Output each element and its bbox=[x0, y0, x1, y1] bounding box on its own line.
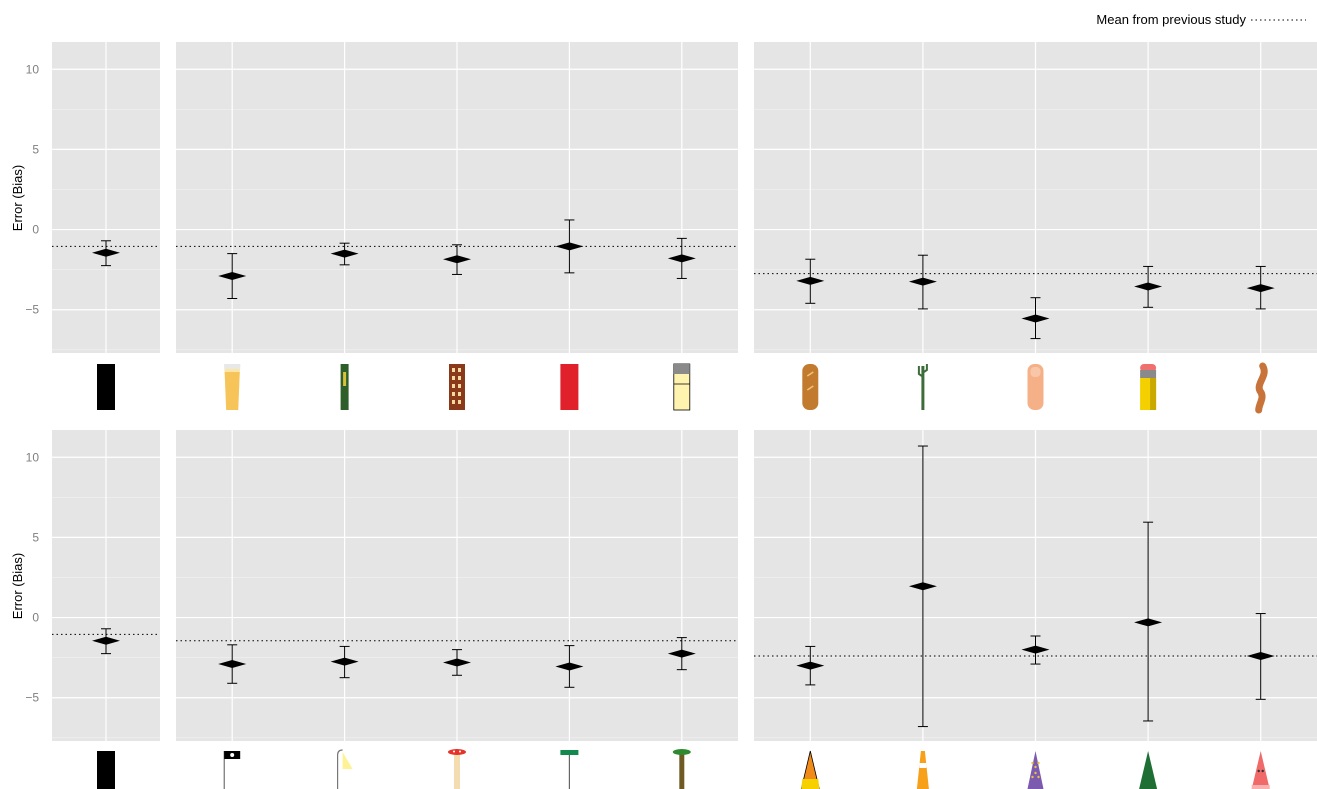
y-tick-label: 0 bbox=[32, 223, 39, 237]
data-point-tree bbox=[667, 637, 696, 671]
mushroom-icon bbox=[448, 749, 466, 789]
mean-marker bbox=[1246, 284, 1275, 293]
data-point-baguette bbox=[796, 258, 825, 304]
black-bar-icon bbox=[97, 751, 115, 789]
y-tick-label: −5 bbox=[25, 691, 39, 705]
data-point-book-spine bbox=[330, 242, 359, 266]
beer-glass-icon bbox=[224, 364, 241, 410]
book-spine-icon bbox=[340, 364, 349, 410]
legend-label: Mean from previous study bbox=[1096, 12, 1246, 27]
data-point-cactus bbox=[908, 254, 937, 310]
legend: Mean from previous study bbox=[1096, 12, 1306, 27]
data-point-mushroom bbox=[443, 649, 471, 676]
mean-marker bbox=[1134, 282, 1163, 291]
wizard-hat-icon bbox=[1027, 751, 1044, 789]
refrigerator-icon bbox=[673, 363, 691, 411]
y-tick-label: −5 bbox=[25, 303, 39, 317]
panel-cones bbox=[754, 430, 1317, 789]
data-point-refrigerator bbox=[667, 237, 696, 279]
mean-marker bbox=[908, 582, 937, 591]
data-point-traffic-cone bbox=[908, 445, 937, 728]
street-lamp-icon bbox=[337, 749, 353, 789]
data-point-street-lamp bbox=[330, 645, 359, 679]
mean-marker bbox=[330, 657, 359, 666]
mean-marker bbox=[330, 249, 359, 258]
mean-marker bbox=[796, 276, 825, 285]
pine-tree-icon bbox=[1139, 751, 1158, 789]
mean-marker bbox=[218, 272, 247, 281]
mean-marker bbox=[1246, 652, 1275, 661]
data-point-wizard-hat bbox=[1021, 635, 1050, 665]
data-point-building bbox=[443, 244, 471, 275]
mean-marker bbox=[443, 658, 471, 667]
y-tick-label: 10 bbox=[26, 62, 40, 76]
y-tick-label: 0 bbox=[32, 611, 39, 625]
mean-marker bbox=[1021, 645, 1050, 654]
mean-marker bbox=[667, 649, 696, 658]
data-point-party-hat bbox=[1246, 613, 1275, 700]
data-point-pencil bbox=[1134, 265, 1163, 308]
sausage-icon bbox=[1255, 362, 1268, 414]
mean-marker bbox=[667, 254, 696, 263]
data-point-pine-tree bbox=[1134, 521, 1163, 722]
data-point-black-bar bbox=[92, 240, 120, 267]
street-sign-icon bbox=[560, 750, 579, 789]
data-point-pirate-flag bbox=[218, 644, 247, 684]
chart-row-bottom: Error (Bias) −5 0 5 10 bbox=[10, 430, 1317, 789]
data-point-street-sign bbox=[555, 645, 584, 688]
panel-containers bbox=[176, 42, 738, 411]
red-box-icon bbox=[560, 364, 579, 410]
chart-row-top: Error (Bias) −5 0 5 10 bbox=[10, 42, 1317, 414]
mean-marker bbox=[218, 660, 247, 669]
mean-marker bbox=[555, 662, 584, 671]
panel-control bbox=[52, 430, 160, 789]
mean-marker bbox=[1021, 314, 1050, 323]
panel-elongated bbox=[754, 42, 1317, 414]
y-tick-label: 5 bbox=[32, 142, 39, 156]
pirate-flag-icon bbox=[223, 751, 241, 789]
y-axis-label: Error (Bias) bbox=[10, 165, 25, 231]
finger-icon bbox=[1027, 364, 1044, 410]
mean-marker bbox=[92, 636, 120, 645]
mean-marker bbox=[796, 661, 825, 670]
black-bar-icon bbox=[97, 364, 115, 410]
data-point-sausage bbox=[1246, 265, 1275, 310]
data-point-candy-corn bbox=[796, 645, 825, 686]
y-axis-label: Error (Bias) bbox=[10, 553, 25, 619]
pencil-icon bbox=[1140, 364, 1157, 410]
mean-marker bbox=[908, 277, 937, 286]
mean-marker bbox=[555, 242, 584, 251]
party-hat-icon bbox=[1251, 751, 1270, 789]
data-point-beer-glass bbox=[218, 253, 247, 299]
panel-control bbox=[52, 42, 160, 410]
mean-marker bbox=[1134, 618, 1163, 627]
tree-icon bbox=[672, 749, 691, 789]
candy-corn-icon bbox=[800, 750, 820, 789]
data-point-red-box bbox=[555, 219, 584, 274]
baguette-icon bbox=[802, 364, 819, 410]
panel-posts bbox=[176, 430, 738, 789]
data-point-black-bar bbox=[92, 628, 120, 655]
building-icon bbox=[449, 364, 465, 410]
panels: Error (Bias) −5 0 5 10 Error (Bias) −5 0 5 10 bbox=[10, 42, 1317, 789]
cactus-icon bbox=[917, 364, 928, 410]
data-point-finger bbox=[1021, 297, 1050, 340]
mean-marker bbox=[92, 248, 120, 257]
y-tick-label: 10 bbox=[26, 450, 40, 464]
mean-marker bbox=[443, 255, 471, 264]
y-tick-label: 5 bbox=[32, 530, 39, 544]
traffic-cone-icon bbox=[916, 751, 929, 789]
